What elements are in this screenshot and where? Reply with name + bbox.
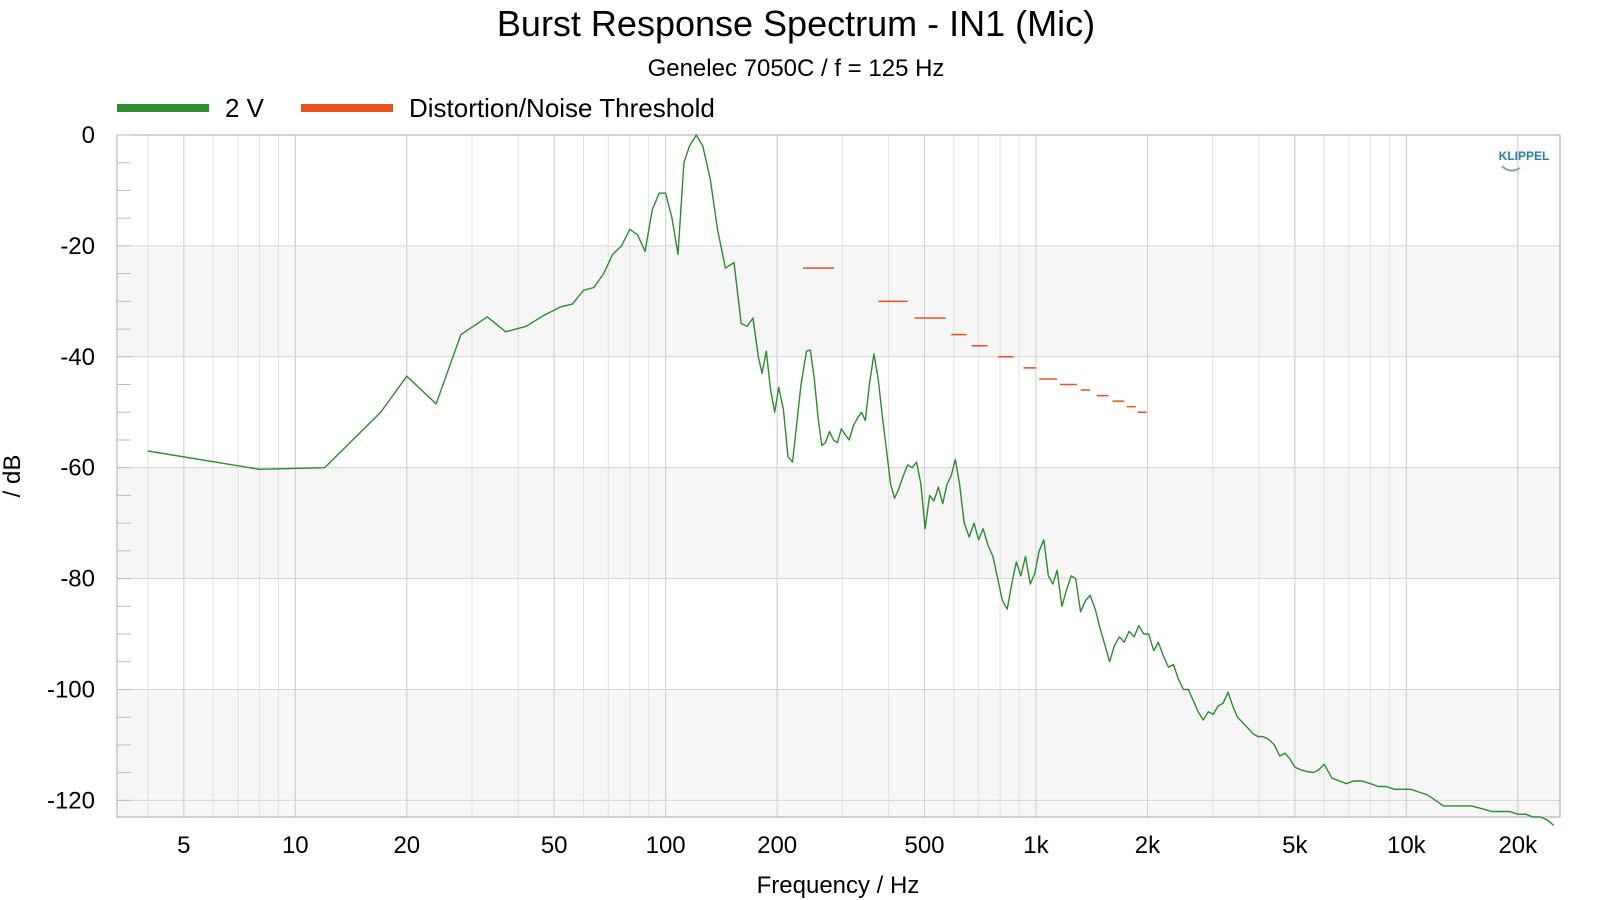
series-line-2v	[147, 134, 1555, 826]
x-tick-label: 50	[541, 832, 568, 859]
y-tick-label: -40	[60, 344, 95, 371]
grid-band	[117, 245, 1560, 357]
legend-label-2v: 2 V	[225, 93, 265, 123]
y-axis-label: / dB	[0, 455, 26, 498]
y-tick-label: 0	[82, 122, 95, 149]
x-axis-ticks: 5 10 20 50 100 200 500 1k 2k 5k 10k 20k	[177, 832, 1538, 859]
grid-band	[117, 689, 1560, 801]
klippel-logo: KLIPPEL	[1499, 149, 1550, 172]
x-tick-label: 20k	[1498, 832, 1538, 859]
grid-band	[117, 578, 1560, 690]
x-tick-label: 2k	[1135, 832, 1161, 859]
y-tick-label: -100	[47, 676, 95, 703]
klippel-logo-text: KLIPPEL	[1499, 149, 1550, 163]
y-tick-label: -20	[60, 233, 95, 260]
x-tick-label: 5	[177, 832, 190, 859]
x-tick-label: 500	[904, 832, 944, 859]
legend-swatch-2v	[117, 104, 209, 112]
plot-background-bands	[117, 135, 1560, 817]
y-tick-label: -120	[47, 787, 95, 814]
grid-band	[117, 800, 1560, 817]
legend-swatch-threshold	[301, 104, 393, 112]
chart-subtitle: Genelec 7050C / f = 125 Hz	[648, 55, 945, 82]
legend-label-threshold: Distortion/Noise Threshold	[409, 93, 715, 123]
grid-band	[117, 467, 1560, 579]
series-layer	[147, 134, 1555, 826]
y-axis-ticks: 0 -20 -40 -60 -80 -100 -120	[47, 122, 95, 814]
legend: 2 V Distortion/Noise Threshold	[117, 93, 715, 123]
x-tick-label: 1k	[1023, 832, 1049, 859]
x-tick-label: 10k	[1387, 832, 1427, 859]
y-tick-label: -80	[60, 566, 95, 593]
grid-band	[117, 356, 1560, 468]
x-tick-label: 10	[282, 832, 309, 859]
klippel-logo-swoosh	[1501, 165, 1521, 172]
x-tick-label: 20	[393, 832, 420, 859]
chart-title: Burst Response Spectrum - IN1 (Mic)	[497, 3, 1095, 44]
y-minor-ticks	[117, 134, 131, 801]
x-tick-label: 5k	[1282, 832, 1308, 859]
x-tick-label: 100	[646, 832, 686, 859]
plot-frame	[116, 134, 1561, 818]
y-tick-label: -60	[60, 455, 95, 482]
grid-band	[117, 135, 1560, 246]
x-axis-label: Frequency / Hz	[757, 872, 920, 899]
x-tick-label: 200	[757, 832, 797, 859]
